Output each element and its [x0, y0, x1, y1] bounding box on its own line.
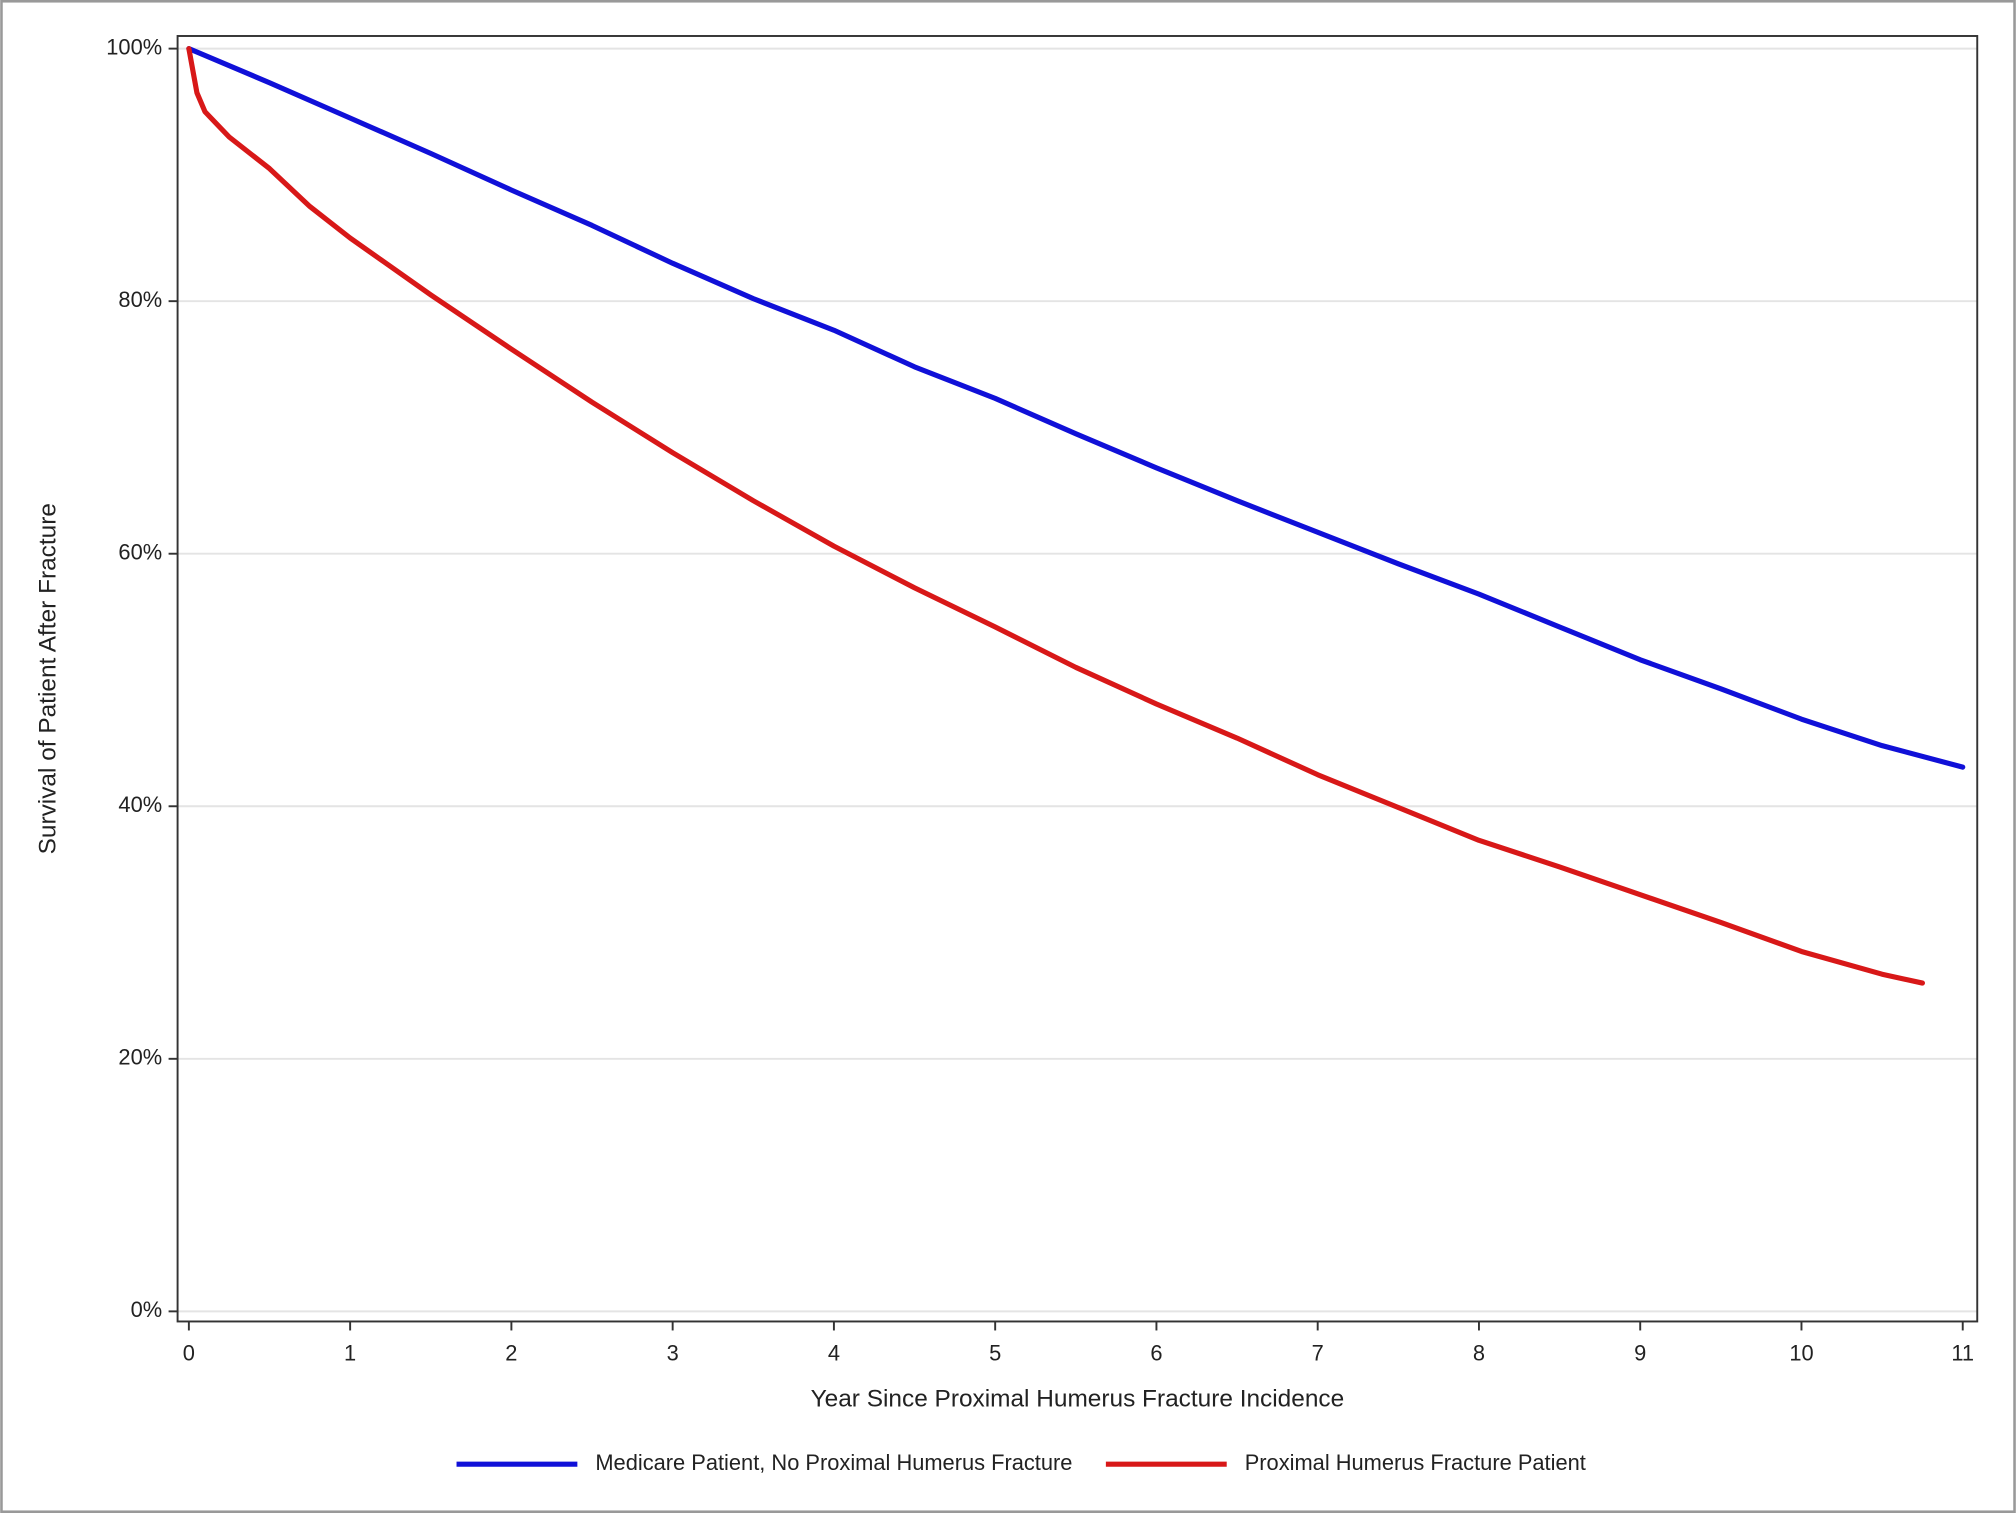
x-tick-label: 6 [1150, 1341, 1162, 1366]
x-tick-label: 11 [1951, 1341, 1974, 1366]
y-tick-label: 80% [118, 287, 162, 312]
x-tick-label: 1 [344, 1341, 356, 1366]
x-tick-label: 5 [989, 1341, 1001, 1366]
x-tick-label: 9 [1634, 1341, 1646, 1366]
legend-label: Proximal Humerus Fracture Patient [1245, 1450, 1586, 1475]
y-tick-label: 100% [106, 34, 162, 59]
x-tick-label: 10 [1789, 1341, 1813, 1366]
series-line [186, 46, 1966, 770]
plot-area [176, 35, 1979, 1323]
x-tick-label: 8 [1473, 1341, 1485, 1366]
y-tick-label: 60% [118, 539, 162, 564]
x-tick-label: 4 [828, 1341, 840, 1366]
y-tick-label: 40% [118, 792, 162, 817]
x-tick-label: 0 [183, 1341, 195, 1366]
series-line [186, 46, 1925, 986]
x-axis-label: Year Since Proximal Humerus Fracture Inc… [811, 1385, 1345, 1412]
grid [177, 47, 1978, 1313]
marks: 0% 20% 40% 60% 80% 100% 0 1 2 3 4 5 6 7 8 9 10 11 [106, 34, 1974, 1365]
x-tick-label: 7 [1312, 1341, 1324, 1366]
x-tick-label: 2 [505, 1341, 517, 1366]
legend: Medicare Patient, No Proximal Humerus Fr… [456, 1450, 1586, 1475]
legend-label: Medicare Patient, No Proximal Humerus Fr… [595, 1450, 1072, 1475]
x-tick-label: 3 [667, 1341, 679, 1366]
y-axis-label: Survival of Patient After Fracture [34, 503, 61, 854]
y-tick-label: 20% [118, 1045, 162, 1070]
y-tick-label: 0% [131, 1297, 163, 1322]
